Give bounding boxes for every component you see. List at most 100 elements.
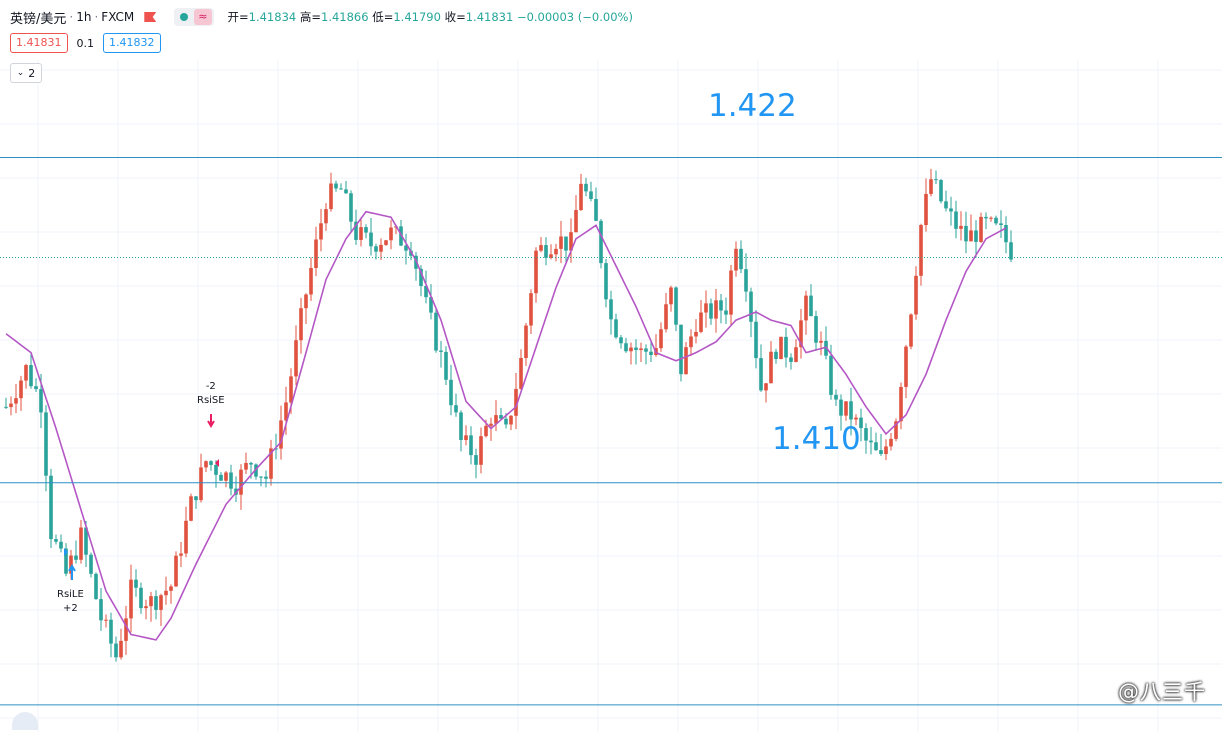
candle-body — [174, 555, 178, 587]
symbol-name[interactable]: 英镑/美元 — [10, 11, 67, 27]
candle-body — [804, 295, 808, 321]
candle-body — [464, 435, 468, 440]
candle-body — [484, 425, 488, 437]
candle-body — [704, 303, 708, 313]
candle-body — [199, 467, 203, 501]
candle-body — [494, 415, 498, 424]
market-status-dot-icon — [180, 13, 189, 21]
open-value: 1.41834 — [248, 10, 297, 24]
candle-body — [99, 599, 103, 621]
candle-body — [294, 340, 298, 377]
candle-body — [854, 417, 858, 420]
signal-long-label: RsiLE +2 — [57, 588, 84, 616]
candle-body — [289, 376, 293, 403]
candle-body — [834, 394, 838, 400]
candle-body — [149, 596, 153, 607]
candle-body — [34, 386, 38, 390]
signal-short-top: -2 — [205, 381, 216, 392]
candle-body — [864, 428, 868, 441]
candle-body — [769, 351, 773, 384]
candle-body — [259, 476, 263, 478]
candle-body — [949, 208, 953, 212]
interval[interactable]: 1h — [76, 10, 92, 24]
candle-body — [999, 223, 1003, 226]
candle-body — [789, 357, 793, 362]
signal-long-top: RsiLE — [57, 589, 84, 600]
candle-body — [594, 198, 598, 221]
candle-body — [664, 304, 668, 330]
candle-body — [559, 236, 563, 249]
buy-button[interactable]: 1.41832 — [103, 33, 161, 53]
candle-body — [994, 217, 998, 224]
candle-body — [209, 461, 213, 465]
candle-body — [899, 386, 903, 422]
candle-body — [144, 606, 148, 609]
exchange: FXCM — [101, 10, 135, 24]
candle-body — [164, 590, 168, 596]
candle-body — [554, 248, 558, 255]
candle-body — [309, 267, 313, 295]
candle-body — [919, 225, 923, 276]
candle-body — [839, 399, 843, 416]
candle-body — [749, 291, 753, 322]
candle-body — [914, 275, 918, 315]
candle-body — [694, 331, 698, 337]
candle-body — [634, 347, 638, 351]
level-label-1422: 1.422 — [708, 88, 797, 124]
candle-body — [134, 579, 138, 588]
candle-body — [729, 270, 733, 315]
collapse-count: 2 — [28, 66, 36, 80]
candle-body — [239, 469, 243, 495]
flag-icon[interactable] — [144, 12, 157, 22]
candle-body — [734, 248, 738, 271]
candle-body — [344, 189, 348, 194]
candle-body — [799, 320, 803, 348]
candle-body — [489, 423, 493, 426]
candle-body — [369, 232, 373, 247]
candle-body — [44, 412, 48, 476]
candle-body — [194, 496, 198, 501]
candle-body — [319, 223, 323, 240]
candle-body — [714, 300, 718, 319]
candle-body — [964, 225, 968, 242]
candle-body — [79, 527, 83, 560]
candle-body — [449, 379, 453, 406]
tradingview-logo-icon[interactable] — [12, 712, 38, 730]
candle-body — [739, 248, 743, 270]
candle-body — [389, 227, 393, 241]
signal-long-bottom: +2 — [63, 603, 78, 614]
moving-average-line — [5, 210, 1007, 641]
candle-body — [404, 245, 408, 251]
sell-button[interactable]: 1.41831 — [10, 33, 68, 53]
candle-body — [534, 250, 538, 294]
candle-body — [984, 216, 988, 219]
candle-body — [779, 336, 783, 359]
candle-body — [674, 287, 678, 325]
candle-body — [939, 180, 943, 202]
candle-body — [669, 287, 673, 305]
candle-body — [514, 388, 518, 416]
candle-body — [439, 350, 443, 352]
candle-body — [104, 619, 108, 621]
candle-body — [659, 329, 663, 349]
candle-body — [884, 446, 888, 455]
candle-body — [204, 461, 208, 468]
candle-body — [709, 303, 713, 319]
candle-body — [879, 450, 883, 455]
candle-body — [49, 475, 53, 540]
candle-body — [419, 268, 423, 286]
candle-body — [29, 365, 33, 387]
candle-body — [699, 312, 703, 332]
low-label: 低= — [372, 10, 394, 24]
candle-body — [359, 227, 363, 240]
long-signal-marker-icon — [64, 548, 68, 556]
spread-value: 0.1 — [76, 36, 95, 50]
status-pill[interactable]: ≈ — [174, 8, 214, 26]
candle-body — [974, 230, 978, 242]
collapse-indicators-button[interactable]: ⌄ 2 — [10, 63, 42, 83]
candle-body — [519, 357, 523, 389]
candle-body — [74, 555, 78, 560]
chevron-down-icon: ⌄ — [16, 68, 25, 78]
candle-body — [889, 438, 893, 447]
